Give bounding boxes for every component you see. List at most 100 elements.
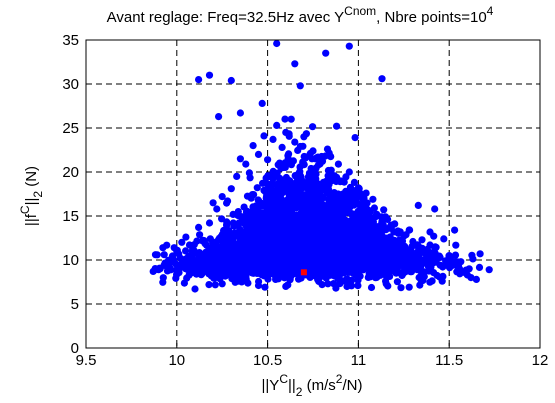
scatter-point: [291, 60, 299, 68]
scatter-point: [260, 221, 268, 229]
x-tick-label: 11.5: [435, 352, 463, 369]
scatter-point: [310, 245, 318, 253]
scatter-point: [153, 251, 161, 259]
scatter-point: [216, 270, 224, 278]
scatter-point: [314, 161, 322, 169]
scatter-point: [205, 71, 214, 79]
scatter-point: [318, 264, 327, 272]
scatter-point: [149, 267, 157, 275]
scatter-point: [268, 200, 276, 208]
scatter-point: [159, 274, 167, 282]
scatter-point: [235, 249, 243, 258]
scatter-point: [323, 189, 332, 197]
scatter-point: [278, 220, 286, 228]
scatter-point: [414, 242, 422, 250]
y-tick-label: 10: [62, 252, 79, 269]
scatter-point: [206, 235, 214, 243]
scatter-point: [288, 229, 296, 237]
scatter-point: [203, 259, 211, 267]
scatter-point: [364, 240, 372, 248]
scatter-point: [407, 268, 416, 276]
scatter-point: [427, 249, 435, 257]
scatter-point: [382, 277, 390, 285]
scatter-point: [319, 225, 327, 233]
scatter-point: [279, 186, 288, 194]
scatter-point: [391, 220, 399, 228]
scatter-point: [349, 251, 357, 259]
scatter-point: [296, 168, 304, 176]
scatter-point: [367, 219, 375, 227]
scatter-point: [260, 132, 268, 140]
scatter-point: [269, 135, 277, 143]
scatter-point: [311, 225, 319, 233]
scatter-point: [277, 164, 285, 172]
scatter-point: [359, 239, 367, 247]
scatter-point: [403, 252, 411, 260]
scatter-point: [289, 259, 297, 267]
scatter-point: [318, 281, 326, 289]
scatter-point: [273, 169, 281, 177]
scatter-point: [378, 231, 386, 239]
scatter-point: [254, 150, 263, 158]
scatter-point: [265, 270, 273, 278]
scatter-point: [178, 238, 186, 246]
scatter-point: [227, 185, 235, 193]
scatter-point: [195, 76, 203, 84]
scatter-point: [307, 202, 315, 210]
scatter-point: [274, 197, 282, 205]
scatter-point: [307, 219, 315, 227]
scatter-point: [363, 206, 372, 214]
scatter-point: [223, 221, 231, 229]
scatter-point: [202, 248, 210, 256]
scatter-point: [266, 234, 274, 242]
scatter-point: [238, 231, 246, 239]
scatter-point: [264, 188, 272, 196]
scatter-point: [331, 266, 339, 275]
scatter-point: [354, 184, 362, 192]
scatter-point: [373, 262, 381, 270]
scatter-point: [309, 123, 317, 131]
scatter-point: [205, 281, 213, 289]
scatter-point: [245, 266, 253, 275]
scatter-point: [285, 212, 293, 221]
scatter-point: [326, 258, 334, 266]
scatter-point: [399, 268, 407, 276]
scatter-point: [211, 260, 219, 268]
scatter-point: [407, 248, 415, 256]
scatter-point: [167, 258, 175, 266]
scatter-point: [253, 184, 261, 192]
scatter-point: [264, 156, 272, 164]
highlight-marker: [300, 269, 307, 276]
scatter-point: [380, 206, 388, 214]
scatter-point: [273, 121, 281, 129]
scatter-point: [243, 252, 251, 260]
scatter-points: [149, 39, 493, 293]
scatter-point: [249, 142, 257, 150]
scatter-point: [381, 263, 389, 271]
scatter-point: [190, 247, 198, 255]
scatter-point: [345, 42, 353, 50]
scatter-point: [475, 263, 484, 271]
scatter-point: [413, 262, 421, 270]
scatter-point: [378, 252, 386, 260]
scatter-point: [335, 224, 343, 232]
scatter-point: [236, 155, 244, 163]
scatter-point: [387, 235, 395, 243]
scatter-point: [281, 115, 289, 123]
scatter-point: [336, 178, 344, 186]
scatter-point: [369, 195, 377, 203]
scatter-point: [174, 262, 182, 270]
scatter-point: [259, 269, 267, 277]
scatter-point: [323, 145, 332, 153]
scatter-point: [250, 236, 258, 244]
scatter-point: [393, 258, 402, 266]
scatter-point: [226, 236, 234, 244]
scatter-point: [306, 266, 314, 274]
scatter-point: [313, 198, 321, 206]
scatter-point: [345, 239, 353, 247]
scatter-point: [282, 282, 290, 290]
scatter-point: [334, 160, 342, 168]
plot-frame: [85, 39, 541, 349]
scatter-point: [312, 212, 320, 220]
